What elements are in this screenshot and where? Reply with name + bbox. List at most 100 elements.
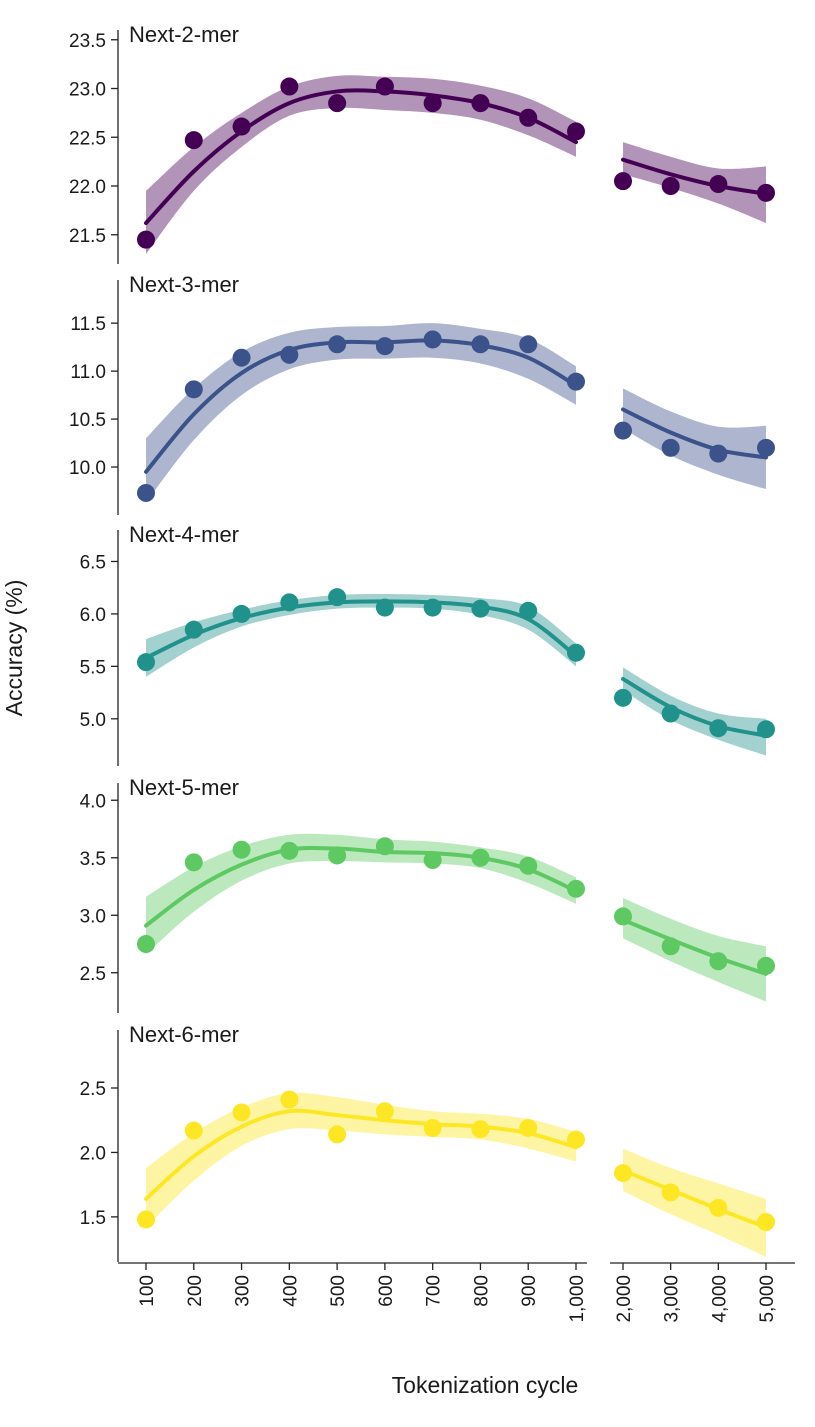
data-point-left: [423, 598, 442, 617]
panel-5: 1.5 2.0 2.5 Next-6-mer: [80, 1022, 775, 1262]
data-point-right: [614, 1164, 632, 1183]
fit-line-left: [144, 599, 578, 660]
y-tick-label: 2.0: [80, 1143, 106, 1164]
y-tick-label: 5.0: [80, 710, 106, 731]
data-point-left: [519, 601, 538, 620]
data-point-right: [757, 720, 775, 739]
y-tick-label: 2.5: [80, 1079, 106, 1100]
y-tick-label: 3.0: [80, 906, 106, 927]
data-point-right: [661, 704, 680, 723]
data-point-left: [232, 840, 251, 859]
data-point-left: [280, 841, 299, 860]
fit-line-right: [621, 1168, 768, 1230]
data-point-left: [375, 77, 394, 96]
y-tick-label: 5.5: [80, 657, 106, 678]
y-tick-label: 23.0: [69, 80, 106, 101]
fit-line-right: [621, 407, 768, 460]
data-point-left: [328, 94, 347, 113]
x-tick-label: 100: [137, 1275, 158, 1307]
data-point-left: [280, 345, 299, 364]
confidence-band-left: [146, 833, 576, 955]
data-point-right: [614, 688, 632, 707]
data-point-left: [375, 1102, 394, 1121]
x-tick-label: 400: [280, 1275, 301, 1307]
y-tick-label: 10.5: [69, 410, 106, 431]
data-point-left: [137, 230, 155, 249]
y-tick-label: 3.5: [80, 849, 106, 870]
panel-2: 10.0 10.5 11.0 11.5 Next-3-mer: [69, 272, 775, 515]
x-tick-label: 600: [376, 1275, 397, 1307]
data-point-left: [471, 335, 490, 354]
data-point-right: [661, 438, 680, 457]
data-point-right: [757, 956, 775, 975]
data-point-left: [184, 853, 203, 872]
x-tick-label: 5,000: [757, 1275, 778, 1323]
y-tick-label: 23.5: [69, 31, 106, 52]
data-point-left: [232, 1103, 251, 1122]
panels-layer: 21.5 22.0 22.5 23.0 23.5 Next-2-mer 10.0 10.5 11…: [69, 22, 775, 1262]
fit-line-right: [621, 157, 768, 196]
data-point-right: [757, 183, 775, 202]
fit-line-left: [144, 1108, 578, 1201]
data-point-left: [232, 117, 251, 136]
data-point-left: [375, 837, 394, 856]
x-tick-label: 1,000: [567, 1275, 588, 1323]
fit-line-right: [621, 676, 768, 738]
data-point-left: [423, 330, 442, 349]
data-point-left: [471, 848, 490, 867]
data-point-right: [661, 937, 680, 956]
data-point-left: [567, 372, 585, 391]
fit-line-left: [144, 845, 578, 928]
data-point-left: [471, 94, 490, 113]
data-point-right: [614, 907, 632, 926]
data-point-right: [757, 1213, 775, 1232]
data-point-left: [471, 1120, 490, 1139]
data-point-left: [280, 593, 299, 612]
panel-title: Next-4-mer: [129, 522, 239, 547]
data-point-left: [184, 131, 203, 150]
data-point-left: [328, 588, 347, 607]
data-point-left: [137, 483, 155, 502]
data-point-left: [328, 335, 347, 354]
x-tick-label: 700: [424, 1275, 445, 1307]
data-point-left: [423, 1118, 442, 1137]
confidence-band-right: [623, 388, 766, 490]
x-tick-label: 200: [185, 1275, 206, 1307]
confidence-band-right: [623, 1148, 766, 1257]
data-point-right: [661, 1183, 680, 1202]
y-tick-label: 4.0: [80, 791, 106, 812]
y-tick-label: 11.0: [70, 362, 106, 383]
panel-3: 5.0 5.5 6.0 6.5 Next-4-mer: [80, 522, 775, 766]
data-point-right: [661, 177, 680, 195]
x-tick-label: 3,000: [662, 1275, 683, 1323]
data-point-left: [519, 1118, 538, 1137]
x-axis-title: Tokenization cycle: [392, 1372, 579, 1398]
y-axis-title: Accuracy (%): [1, 580, 27, 717]
y-tick-label: 6.5: [80, 552, 106, 573]
data-point-left: [423, 851, 442, 870]
data-point-left: [328, 846, 347, 865]
data-point-right: [709, 175, 728, 194]
data-point-left: [519, 108, 538, 127]
data-point-left: [137, 1210, 155, 1229]
x-tick-label: 900: [519, 1275, 540, 1307]
panel-4: 2.5 3.0 3.5 4.0 Next-5-mer: [80, 775, 775, 1013]
data-point-left: [519, 335, 538, 354]
data-point-right: [614, 421, 632, 440]
panel-title: Next-6-mer: [129, 1022, 239, 1047]
data-point-left: [471, 599, 490, 618]
data-point-left: [519, 856, 538, 875]
y-tick-label: 21.5: [69, 226, 106, 247]
data-point-left: [280, 1090, 299, 1109]
data-point-right: [709, 444, 728, 463]
data-point-left: [184, 1121, 203, 1140]
data-point-left: [375, 337, 394, 356]
data-point-left: [184, 620, 203, 639]
data-point-left: [137, 935, 155, 953]
data-point-left: [232, 604, 251, 623]
data-point-left: [328, 1125, 347, 1144]
x-tick-label: 2,000: [614, 1275, 635, 1323]
data-point-right: [614, 172, 632, 191]
